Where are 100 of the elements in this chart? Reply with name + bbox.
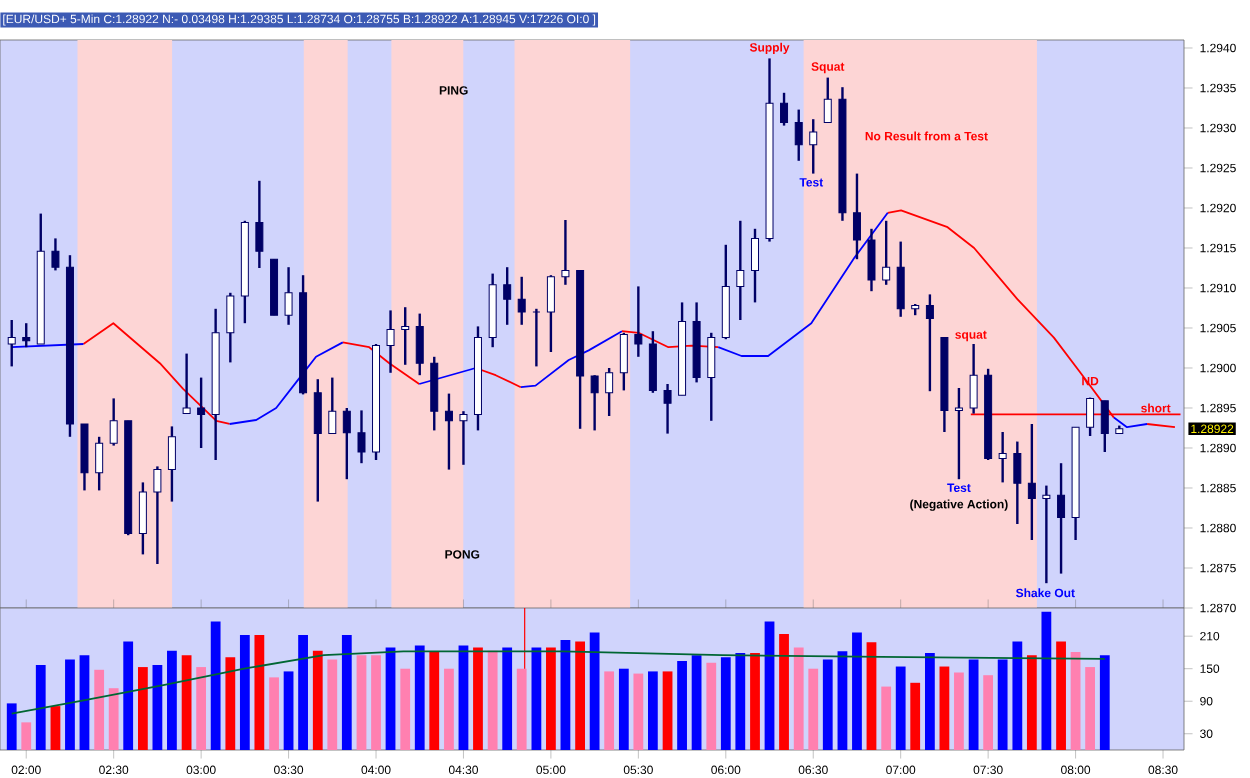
bar xyxy=(750,652,760,750)
bar xyxy=(1041,611,1052,750)
candlestick xyxy=(342,406,351,481)
bar xyxy=(254,635,265,750)
bar xyxy=(1056,641,1066,750)
bar xyxy=(298,635,308,750)
candlestick xyxy=(896,240,905,318)
bar xyxy=(910,682,921,750)
bar xyxy=(269,677,279,750)
candlestick xyxy=(751,227,759,304)
bar xyxy=(691,655,702,750)
candlestick xyxy=(780,91,789,127)
candlestick xyxy=(415,312,424,377)
candlestick xyxy=(517,275,526,326)
candlestick xyxy=(386,309,395,374)
candlestick xyxy=(954,386,963,481)
bar xyxy=(837,651,848,750)
candlestick xyxy=(998,430,1007,484)
bar xyxy=(575,641,586,750)
candlestick xyxy=(1086,396,1095,438)
bar xyxy=(881,686,892,750)
candlestick xyxy=(459,410,468,466)
candlestick xyxy=(867,227,876,293)
candlestick xyxy=(852,172,861,261)
bar xyxy=(633,673,644,750)
candlestick xyxy=(736,219,745,322)
bar xyxy=(196,667,207,750)
bar xyxy=(108,688,119,750)
bar xyxy=(604,671,615,750)
candlestick xyxy=(590,374,599,432)
candlestick xyxy=(823,76,832,124)
candlestick xyxy=(22,322,31,349)
bar xyxy=(414,645,425,750)
bar xyxy=(895,666,906,750)
candlestick xyxy=(138,481,147,556)
bar xyxy=(939,666,950,750)
bar xyxy=(35,664,46,750)
bar xyxy=(968,659,979,750)
candlestick xyxy=(809,117,818,175)
bar xyxy=(429,651,440,750)
bar xyxy=(589,632,600,750)
bar xyxy=(444,668,454,750)
bar xyxy=(706,662,717,750)
candlestick xyxy=(561,218,570,286)
bar xyxy=(123,641,134,750)
candlestick xyxy=(546,274,555,354)
bar xyxy=(152,664,163,750)
bar xyxy=(560,639,571,750)
bar xyxy=(312,650,323,750)
bar xyxy=(502,647,513,750)
candlestick xyxy=(51,237,60,272)
candlestick xyxy=(707,331,716,422)
bar xyxy=(225,657,236,750)
candlestick xyxy=(182,352,191,415)
candlestick xyxy=(1100,399,1109,454)
bar xyxy=(458,645,469,750)
candlestick xyxy=(313,377,322,503)
bar xyxy=(793,647,804,750)
bar xyxy=(167,650,177,750)
candlestick xyxy=(619,331,628,392)
bar xyxy=(6,703,17,750)
bar xyxy=(79,655,90,750)
candlestick xyxy=(882,219,891,286)
candlestick xyxy=(1013,440,1022,526)
candlestick xyxy=(284,266,293,326)
bar xyxy=(822,659,833,750)
bar xyxy=(327,659,338,750)
bar xyxy=(473,647,483,750)
candlestick xyxy=(1027,422,1036,542)
candlestick xyxy=(605,366,614,418)
bar xyxy=(954,672,964,750)
bar xyxy=(531,647,542,750)
bar xyxy=(65,659,75,750)
bar xyxy=(677,661,687,750)
bar xyxy=(1012,641,1023,750)
bar xyxy=(764,621,775,750)
bar xyxy=(735,652,746,750)
bar xyxy=(239,635,250,750)
candlestick xyxy=(503,266,512,326)
line-series xyxy=(10,650,1106,715)
candlestick xyxy=(1057,462,1066,575)
bar xyxy=(94,669,105,750)
bar xyxy=(371,655,381,750)
candlestick xyxy=(1042,484,1051,585)
candlestick xyxy=(328,376,337,435)
candlestick xyxy=(532,307,541,368)
bar xyxy=(341,635,352,750)
bar xyxy=(618,668,629,750)
bar xyxy=(1070,651,1081,750)
bar xyxy=(866,642,877,750)
candlestick xyxy=(430,355,439,432)
candlestick xyxy=(109,397,118,447)
bar xyxy=(1085,667,1095,750)
candlestick xyxy=(255,179,264,270)
candlestick xyxy=(969,342,978,415)
bar xyxy=(516,668,527,750)
candlestick xyxy=(167,425,176,503)
candlestick xyxy=(357,409,366,465)
candlestick xyxy=(226,291,235,364)
bar xyxy=(210,621,221,750)
